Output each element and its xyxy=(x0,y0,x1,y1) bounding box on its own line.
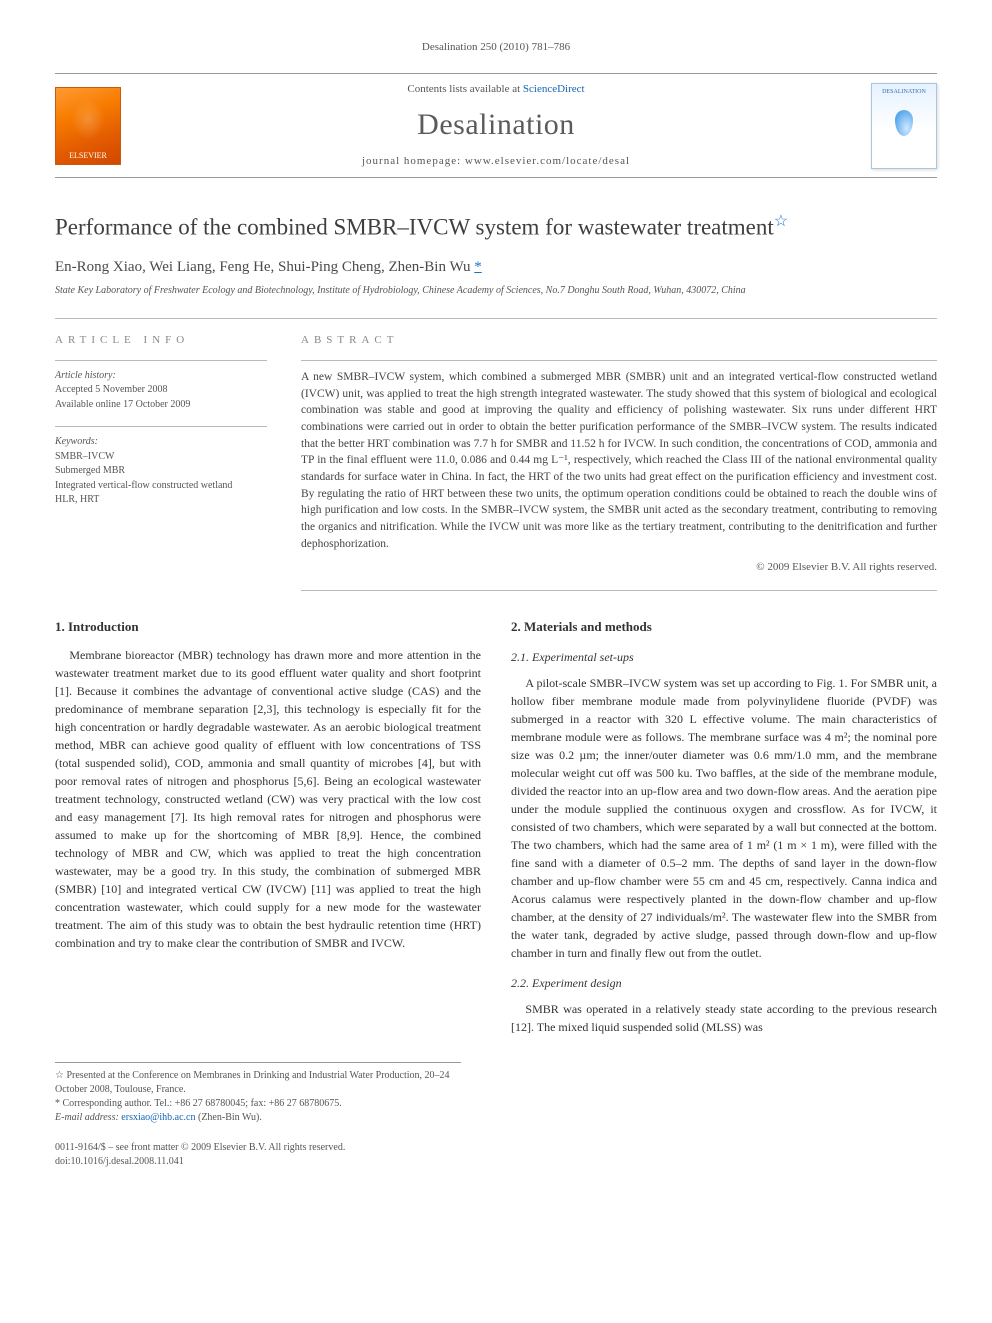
water-drop-icon xyxy=(895,110,913,136)
footnote-corresponding: * Corresponding author. Tel.: +86 27 687… xyxy=(55,1097,461,1111)
article-title: Performance of the combined SMBR–IVCW sy… xyxy=(55,212,937,242)
history-header: Article history: xyxy=(55,369,267,384)
keyword: SMBR–IVCW xyxy=(55,450,267,465)
footnote-symbol-star: ☆ xyxy=(55,1070,64,1081)
intro-paragraph: Membrane bioreactor (MBR) technology has… xyxy=(55,646,481,952)
abstract-copyright: © 2009 Elsevier B.V. All rights reserved… xyxy=(301,560,937,575)
journal-homepage: journal homepage: www.elsevier.com/locat… xyxy=(135,154,857,169)
section-heading-introduction: 1. Introduction xyxy=(55,617,481,637)
corresponding-email-link[interactable]: ersxiao@ihb.ac.cn xyxy=(121,1112,195,1123)
journal-masthead: ELSEVIER Contents lists available at Sci… xyxy=(55,73,937,178)
elsevier-logo: ELSEVIER xyxy=(55,87,121,165)
abstract-text: A new SMBR–IVCW system, which combined a… xyxy=(301,369,937,552)
tree-icon xyxy=(71,98,105,140)
footnote-conference: ☆ Presented at the Conference on Membran… xyxy=(55,1069,461,1097)
article-info-column: article info Article history: Accepted 5… xyxy=(55,333,267,591)
footnote-symbol-asterisk: * xyxy=(55,1098,60,1109)
publisher-name: ELSEVIER xyxy=(69,150,107,161)
page-footer: 0011-9164/$ – see front matter © 2009 El… xyxy=(55,1141,937,1169)
abstract-label: abstract xyxy=(301,333,937,348)
email-attribution: (Zhen-Bin Wu). xyxy=(198,1112,262,1123)
footnote-corresponding-text: Corresponding author. Tel.: +86 27 68780… xyxy=(63,1098,342,1109)
masthead-center: Contents lists available at ScienceDirec… xyxy=(135,82,857,169)
article-body: 1. Introduction Membrane bioreactor (MBR… xyxy=(55,617,937,1037)
abstract-column: abstract A new SMBR–IVCW system, which c… xyxy=(301,333,937,591)
sciencedirect-link[interactable]: ScienceDirect xyxy=(523,83,585,95)
email-label: E-mail address: xyxy=(55,1112,119,1123)
subsection-heading-setups: 2.1. Experimental set-ups xyxy=(511,648,937,666)
contents-line: Contents lists available at ScienceDirec… xyxy=(135,82,857,97)
journal-title: Desalination xyxy=(135,104,857,146)
corresponding-author-link[interactable]: * xyxy=(474,259,482,275)
authors-text: En-Rong Xiao, Wei Liang, Feng He, Shui-P… xyxy=(55,259,474,275)
footer-doi: doi:10.1016/j.desal.2008.11.041 xyxy=(55,1155,345,1169)
running-head: Desalination 250 (2010) 781–786 xyxy=(55,40,937,55)
history-accepted: Accepted 5 November 2008 xyxy=(55,383,267,398)
keywords-header: Keywords: xyxy=(55,435,267,450)
title-footnote-symbol[interactable]: ☆ xyxy=(774,213,788,230)
author-affiliation: State Key Laboratory of Freshwater Ecolo… xyxy=(55,284,937,298)
keyword: HLR, HRT xyxy=(55,493,267,508)
journal-cover-thumb: DESALINATION xyxy=(871,83,937,169)
footnotes-block: ☆ Presented at the Conference on Membran… xyxy=(55,1062,461,1125)
design-paragraph: SMBR was operated in a relatively steady… xyxy=(511,1000,937,1036)
keyword: Submerged MBR xyxy=(55,464,267,479)
contents-pre: Contents lists available at xyxy=(407,83,522,95)
footnote-email: E-mail address: ersxiao@ihb.ac.cn (Zhen-… xyxy=(55,1111,461,1125)
subsection-heading-design: 2.2. Experiment design xyxy=(511,974,937,992)
history-online: Available online 17 October 2009 xyxy=(55,398,267,413)
article-info-label: article info xyxy=(55,333,267,348)
section-heading-materials: 2. Materials and methods xyxy=(511,617,937,637)
footnote-conference-text: Presented at the Conference on Membranes… xyxy=(55,1070,450,1095)
footer-front-matter: 0011-9164/$ – see front matter © 2009 El… xyxy=(55,1141,345,1155)
cover-label: DESALINATION xyxy=(882,88,926,96)
keyword: Integrated vertical-flow constructed wet… xyxy=(55,479,267,494)
setups-paragraph: A pilot-scale SMBR–IVCW system was set u… xyxy=(511,674,937,962)
author-list: En-Rong Xiao, Wei Liang, Feng He, Shui-P… xyxy=(55,257,937,278)
article-history-block: Article history: Accepted 5 November 200… xyxy=(55,369,267,413)
article-title-text: Performance of the combined SMBR–IVCW sy… xyxy=(55,215,774,240)
keywords-block: Keywords: SMBR–IVCW Submerged MBR Integr… xyxy=(55,435,267,508)
